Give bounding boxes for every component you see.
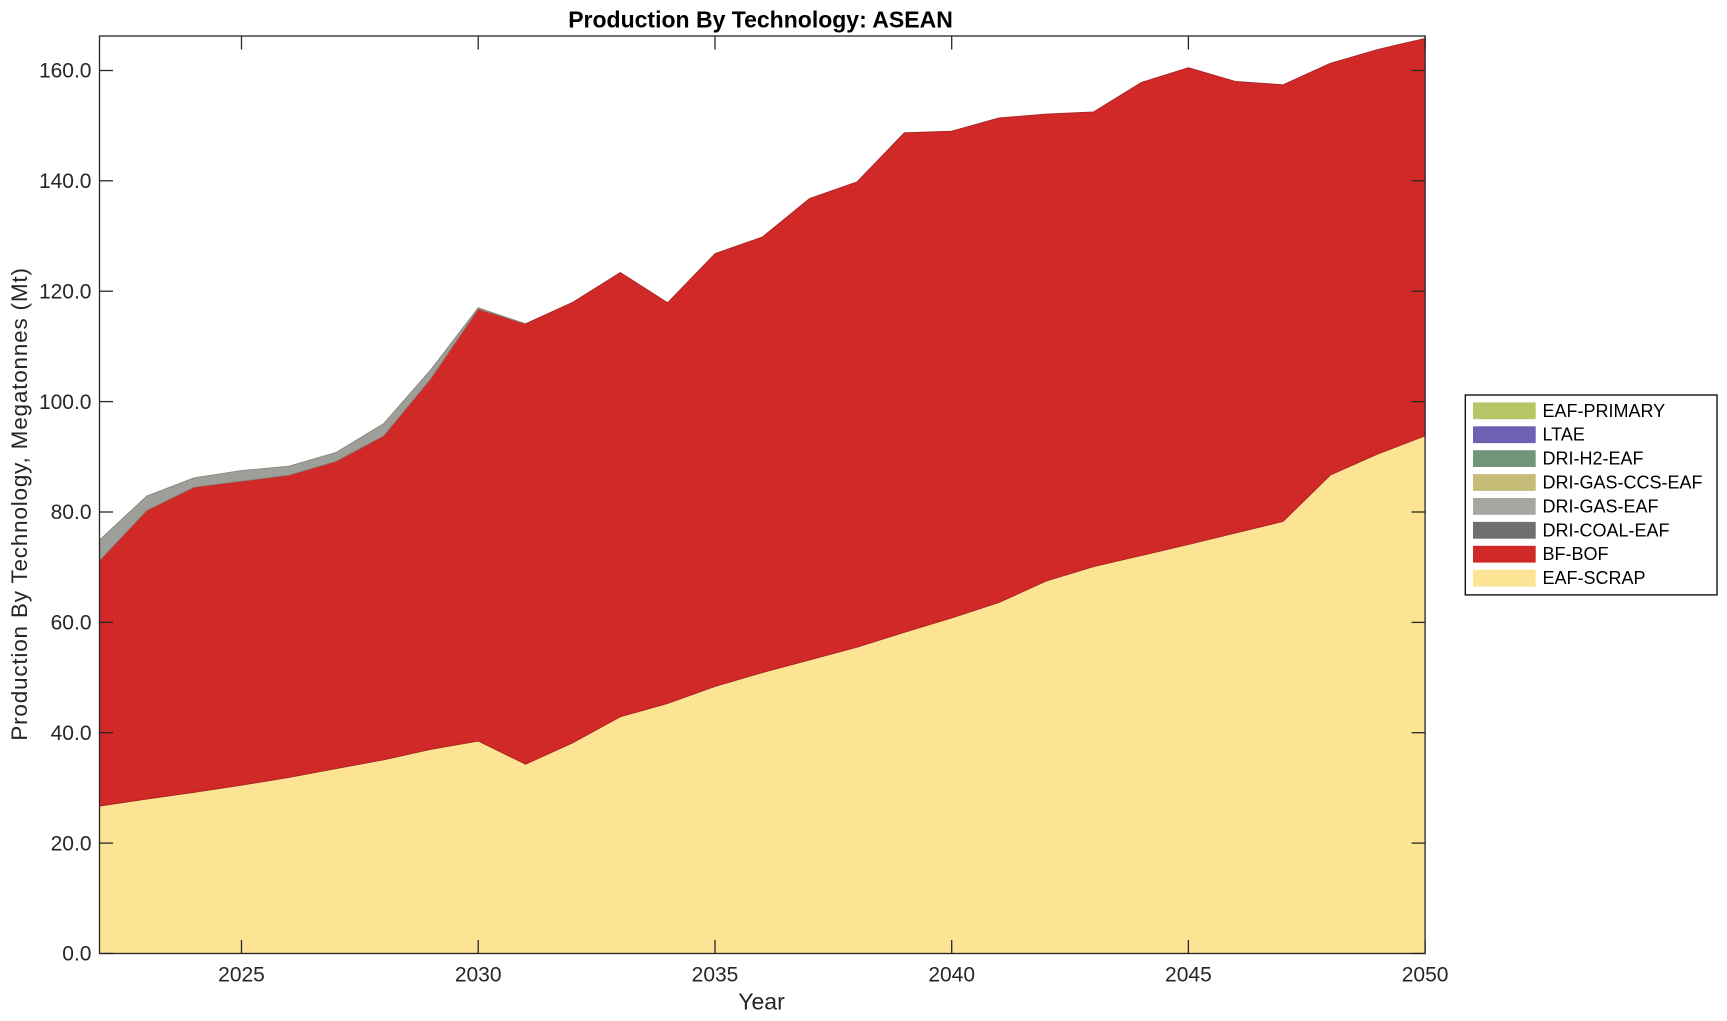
svg-text:Production By Technology, Mega: Production By Technology, Megatonnes (Mt…	[7, 267, 32, 740]
svg-text:EAF-PRIMARY: EAF-PRIMARY	[1543, 401, 1666, 421]
svg-text:2045: 2045	[1165, 964, 1212, 987]
svg-text:0.0: 0.0	[62, 943, 91, 966]
svg-text:LTAE: LTAE	[1543, 425, 1585, 445]
svg-text:40.0: 40.0	[51, 722, 92, 745]
svg-text:EAF-SCRAP: EAF-SCRAP	[1543, 568, 1646, 588]
svg-text:120.0: 120.0	[39, 280, 92, 303]
svg-text:Year: Year	[738, 989, 785, 1015]
svg-text:20.0: 20.0	[51, 832, 92, 855]
svg-text:140.0: 140.0	[39, 170, 92, 193]
svg-text:80.0: 80.0	[51, 501, 92, 524]
svg-text:2025: 2025	[218, 964, 265, 987]
svg-text:2050: 2050	[1402, 964, 1449, 987]
svg-text:DRI-GAS-EAF: DRI-GAS-EAF	[1543, 496, 1659, 516]
svg-text:DRI-H2-EAF: DRI-H2-EAF	[1543, 449, 1644, 469]
svg-text:DRI-COAL-EAF: DRI-COAL-EAF	[1543, 520, 1670, 540]
svg-text:60.0: 60.0	[51, 612, 92, 635]
svg-text:Production By Technology: ASEA: Production By Technology: ASEAN	[568, 6, 953, 32]
svg-text:2030: 2030	[455, 964, 502, 987]
svg-text:160.0: 160.0	[39, 60, 92, 83]
svg-text:DRI-GAS-CCS-EAF: DRI-GAS-CCS-EAF	[1543, 473, 1703, 493]
svg-text:2035: 2035	[692, 964, 739, 987]
svg-text:100.0: 100.0	[39, 391, 92, 414]
svg-text:2040: 2040	[928, 964, 975, 987]
svg-text:BF-BOF: BF-BOF	[1543, 544, 1609, 564]
